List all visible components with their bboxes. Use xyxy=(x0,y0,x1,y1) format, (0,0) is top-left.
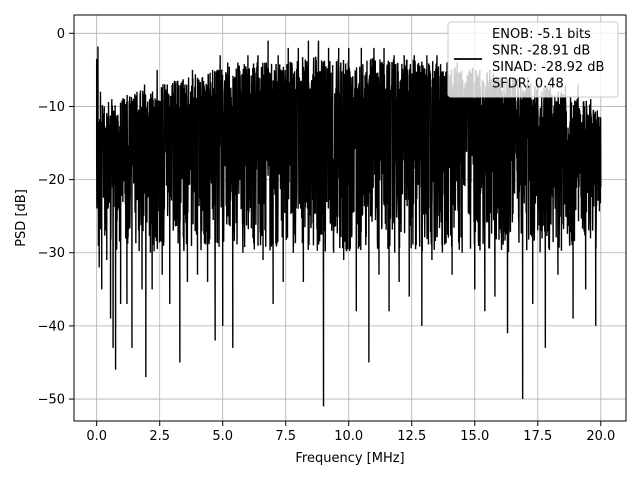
x-tick-label: 17.5 xyxy=(523,429,552,444)
y-tick-label: −30 xyxy=(38,246,65,261)
legend: ENOB: -5.1 bits SNR: -28.91 dB SINAD: -2… xyxy=(447,21,619,98)
legend-entry-snr: SNR: -28.91 dB xyxy=(492,44,590,59)
y-tick-label: 0 xyxy=(57,27,65,42)
legend-entry-sinad: SINAD: -28.92 dB xyxy=(492,60,604,75)
y-axis-label: PSD [dB] xyxy=(14,189,29,247)
legend-box xyxy=(447,21,619,98)
legend-entry-enob: ENOB: -5.1 bits xyxy=(492,27,591,42)
y-tick-label: −20 xyxy=(38,173,65,188)
x-tick-label: 0.0 xyxy=(86,429,107,444)
y-tick-label: −40 xyxy=(38,319,65,334)
plot-frame xyxy=(73,14,627,422)
x-tick-label: 5.0 xyxy=(212,429,233,444)
x-axis-ticks: 0.0 2.5 5.0 7.5 10.0 12.5 15.0 17.5 20.0 xyxy=(86,421,615,444)
y-axis-ticks: 0 −10 −20 −30 −40 −50 xyxy=(38,27,74,408)
x-tick-label: 12.5 xyxy=(397,429,426,444)
y-tick-label: −10 xyxy=(38,100,65,115)
x-tick-label: 7.5 xyxy=(275,429,296,444)
x-tick-label: 20.0 xyxy=(586,429,615,444)
x-axis-label: Frequency [MHz] xyxy=(295,451,404,466)
x-tick-label: 15.0 xyxy=(460,429,489,444)
y-tick-label: −50 xyxy=(38,393,65,408)
legend-entry-sfdr: SFDR: 0.48 xyxy=(492,77,564,92)
psd-series-line xyxy=(95,40,602,407)
psd-trace xyxy=(95,40,602,407)
x-tick-label: 10.0 xyxy=(334,429,363,444)
x-tick-label: 2.5 xyxy=(149,429,170,444)
